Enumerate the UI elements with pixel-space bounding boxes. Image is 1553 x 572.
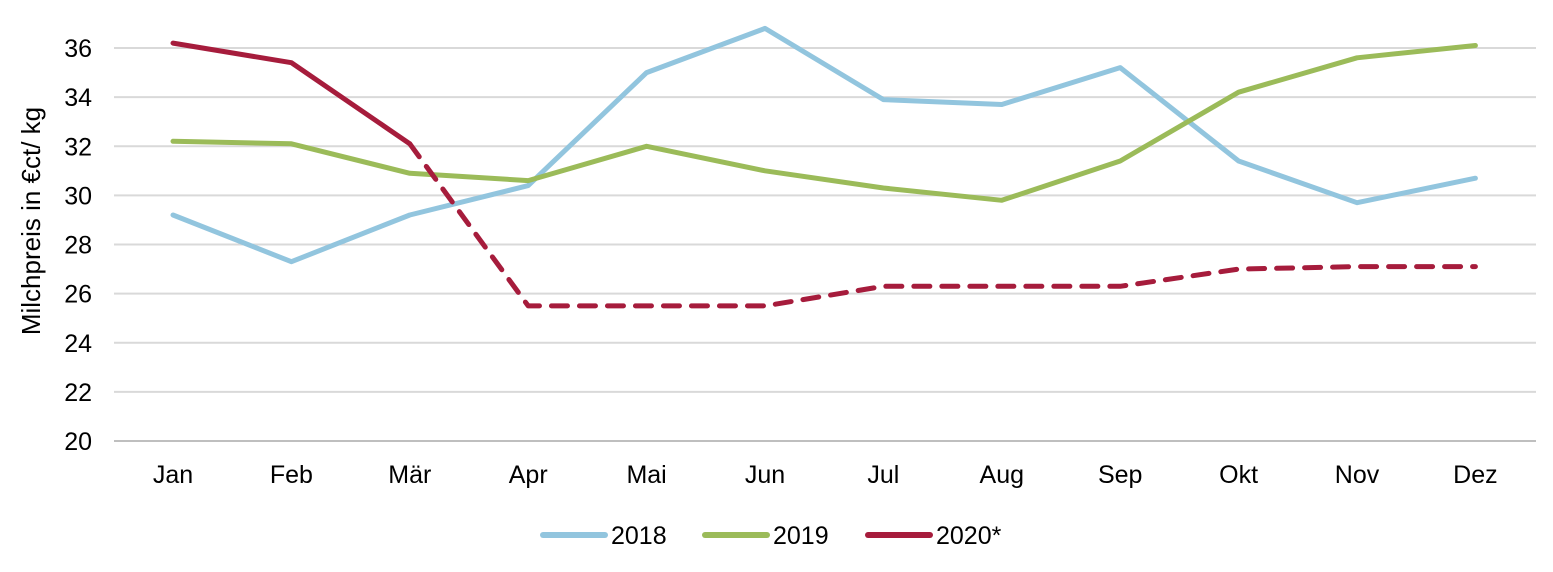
legend: 2018 2019 2020* bbox=[540, 522, 1002, 550]
x-tick-label: Jul bbox=[867, 461, 899, 489]
series-line-2020-actual bbox=[170, 40, 413, 147]
x-tick-label: Nov bbox=[1335, 461, 1380, 489]
y-axis-title: Milchpreis in €ct/ kg bbox=[16, 107, 46, 335]
x-tick-label: Feb bbox=[270, 461, 313, 489]
x-tick-label: Okt bbox=[1219, 461, 1258, 489]
series-line-2018 bbox=[170, 25, 1478, 265]
x-tick-label: Apr bbox=[509, 461, 548, 489]
x-tick-label: Mär bbox=[388, 461, 431, 489]
y-tick-label: 24 bbox=[64, 330, 92, 358]
x-tick-label: Jun bbox=[745, 461, 785, 489]
y-tick-label: 28 bbox=[64, 232, 92, 260]
series-line-2019 bbox=[170, 43, 1478, 203]
legend-label-2019: 2019 bbox=[773, 522, 829, 550]
x-tick-labels: Jan Feb Mär Apr Mai Jun Jul Aug Sep Okt Nov Dez bbox=[153, 461, 1498, 489]
x-tick-label: Jan bbox=[153, 461, 193, 489]
x-tick-label: Mai bbox=[626, 461, 666, 489]
y-tick-label: 22 bbox=[64, 379, 92, 407]
y-tick-label: 20 bbox=[64, 428, 92, 456]
y-tick-label: 32 bbox=[64, 133, 92, 161]
legend-label-2018: 2018 bbox=[611, 522, 667, 550]
x-tick-label: Aug bbox=[980, 461, 1024, 489]
y-tick-label: 26 bbox=[64, 281, 92, 309]
x-tick-label: Sep bbox=[1098, 461, 1142, 489]
y-tick-labels: 20 22 24 26 28 30 32 34 36 bbox=[64, 35, 92, 456]
gridlines bbox=[114, 47, 1536, 442]
x-tick-label: Dez bbox=[1453, 461, 1497, 489]
series-line-2020-forecast bbox=[407, 141, 1478, 309]
y-tick-label: 30 bbox=[64, 182, 92, 210]
legend-label-2020: 2020* bbox=[936, 522, 1002, 550]
y-tick-label: 34 bbox=[64, 84, 92, 112]
series-lines bbox=[170, 25, 1478, 309]
y-tick-label: 36 bbox=[64, 35, 92, 63]
